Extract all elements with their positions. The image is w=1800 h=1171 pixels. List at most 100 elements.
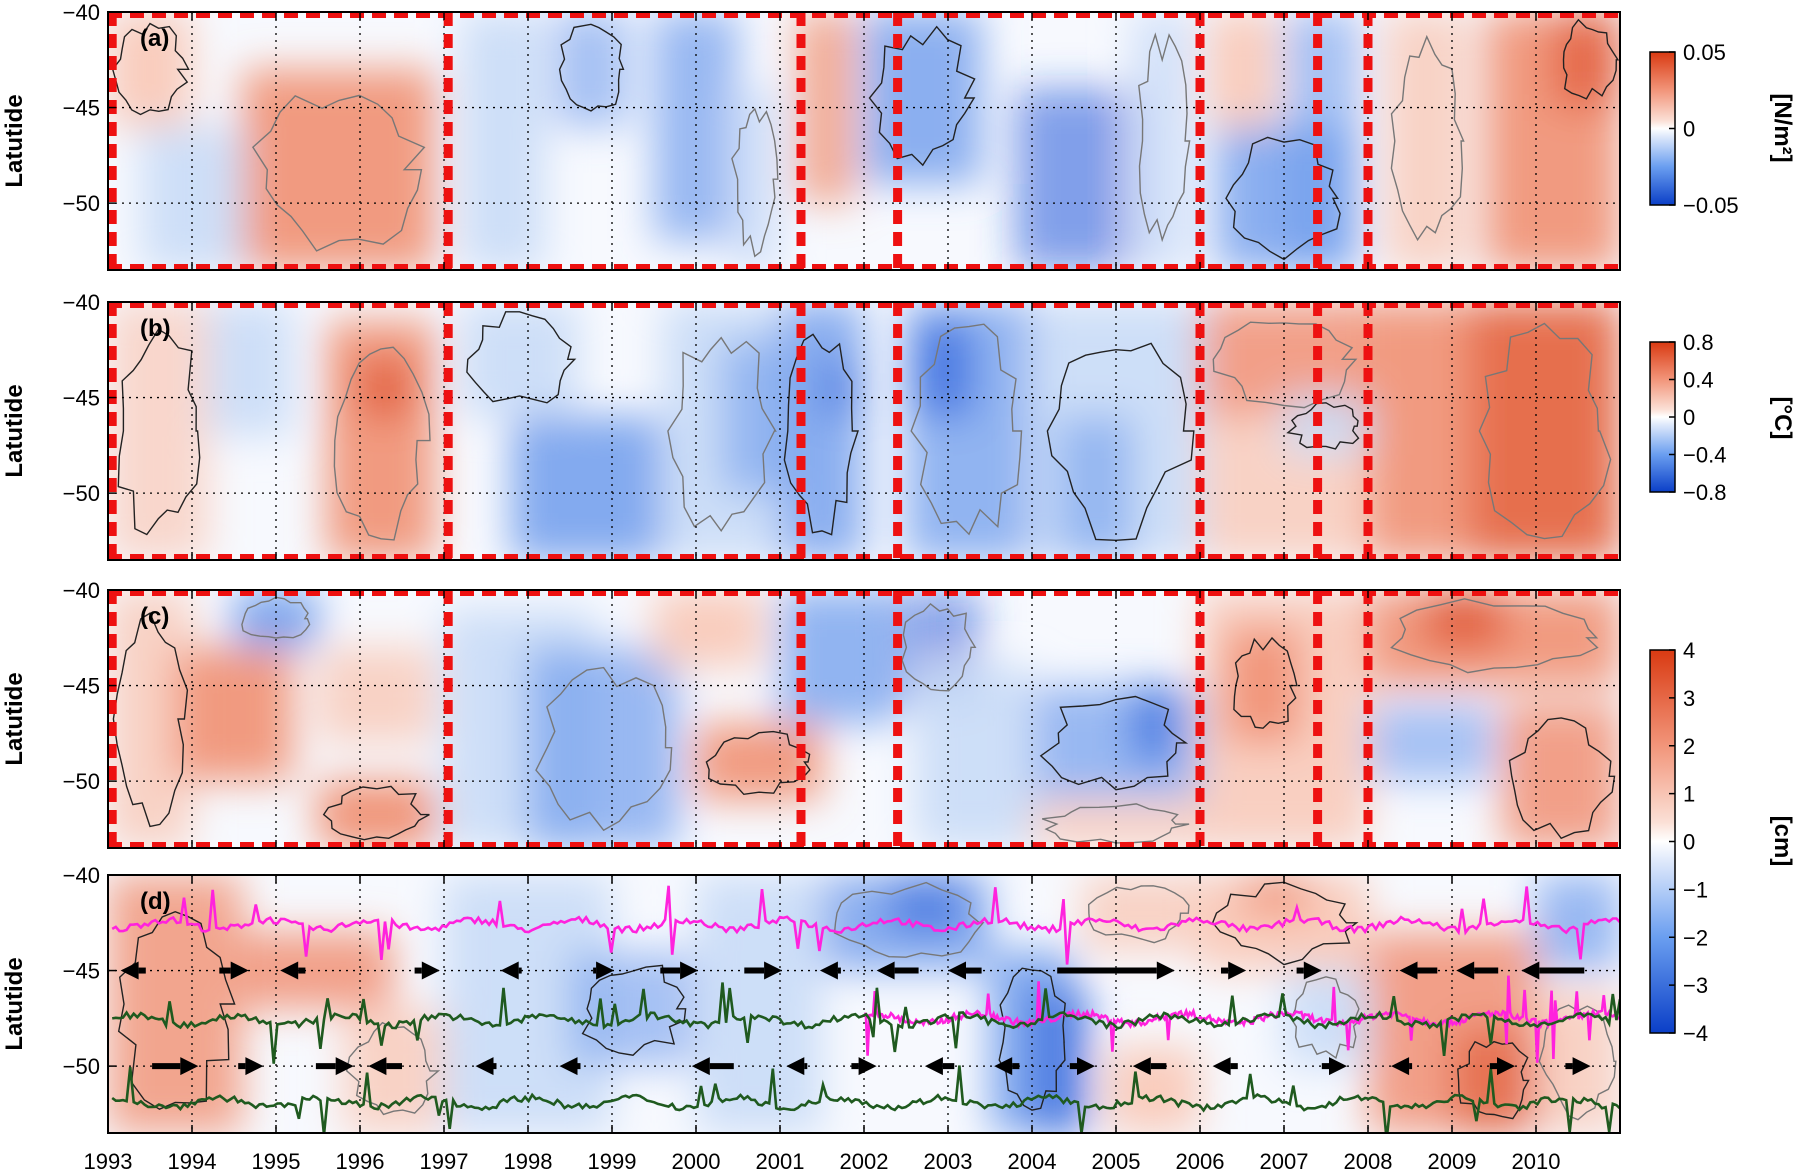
arrow-left — [1391, 1057, 1413, 1076]
y-tick-label: −40 — [63, 863, 100, 888]
contour — [466, 311, 577, 404]
colorbar-tick-label: −3 — [1683, 973, 1708, 998]
arrow-left — [559, 1057, 581, 1076]
anomaly-patch — [780, 302, 864, 560]
y-tick-label: −50 — [63, 481, 100, 506]
colorbar-units: [cm] — [1769, 816, 1796, 867]
contour-lines — [117, 311, 1612, 542]
arrow-left — [368, 1057, 402, 1076]
colorbar-tick-label: 0.05 — [1683, 40, 1726, 65]
contour — [868, 25, 976, 167]
x-tick-label: 2007 — [1260, 1149, 1309, 1171]
panel-d: −40 −45 −50 Latutide (d) — [1, 863, 1621, 1134]
contour-lines — [117, 881, 1617, 1121]
y-tick-label: −40 — [63, 0, 100, 25]
arrow-left — [876, 961, 919, 980]
contour — [1041, 803, 1190, 844]
colorbar-units: [°C] — [1769, 397, 1796, 440]
arrow-left — [786, 1057, 808, 1076]
contour — [1225, 136, 1341, 261]
y-axis-label: Latutide — [1, 957, 28, 1050]
arrow-left — [1399, 961, 1438, 980]
contour — [783, 333, 859, 536]
panel-b: −40 −45 −50 Latutide (b) — [1, 290, 1621, 561]
x-tick-label: 1998 — [504, 1149, 553, 1171]
anomaly-field — [108, 302, 1620, 560]
colorbar-tick-label: 0 — [1683, 405, 1695, 430]
colorbar-tick-label: 4 — [1683, 638, 1695, 663]
anomaly-patch — [1502, 704, 1620, 848]
anomaly-patch — [318, 781, 436, 848]
arrow-right — [660, 961, 699, 980]
y-tick-label: −40 — [63, 290, 100, 315]
front-line — [111, 885, 1620, 965]
panel-label: (b) — [140, 315, 171, 342]
contour — [1039, 695, 1189, 791]
anomaly-patch — [1284, 12, 1360, 270]
colorbar-tick-label: −0.05 — [1683, 193, 1739, 218]
contour — [241, 596, 311, 639]
arrow-right — [851, 1057, 877, 1076]
anomaly-patch — [914, 321, 974, 417]
arrow-left — [1521, 961, 1585, 980]
anomaly-patch — [318, 647, 436, 743]
grid — [108, 12, 1620, 270]
anomaly-patch — [654, 590, 764, 667]
contour — [1390, 34, 1465, 242]
panel-a: −40 −45 −50 Latutide (a) — [1, 0, 1621, 271]
arrow-right — [593, 961, 615, 980]
arrow-left — [475, 1057, 497, 1076]
x-tick-label: 2008 — [1344, 1149, 1393, 1171]
anomaly-patch — [1132, 685, 1175, 762]
contour-lines — [111, 18, 1620, 261]
arrow-right — [315, 1057, 354, 1076]
contour — [117, 328, 201, 536]
anomaly-patch — [1107, 1047, 1200, 1133]
anomaly-patch — [654, 12, 738, 242]
x-tick-label: 1995 — [252, 1149, 301, 1171]
panel-label: (d) — [140, 888, 171, 915]
contour — [333, 346, 431, 541]
x-tick-label: 2001 — [756, 1149, 805, 1171]
colorbar-tick-label: 1 — [1683, 782, 1695, 807]
x-tick-label: 1994 — [168, 1149, 217, 1171]
arrow-left — [1456, 961, 1499, 980]
x-tick-label: 2005 — [1092, 1149, 1141, 1171]
contour — [705, 730, 811, 796]
arrow-left — [924, 1057, 955, 1076]
contour — [1457, 1040, 1530, 1120]
anomaly-patch — [141, 126, 243, 270]
colorbar-tick-label: 0 — [1683, 117, 1695, 142]
x-tick-label: 2009 — [1428, 1149, 1477, 1171]
x-tick-label: 2006 — [1176, 1149, 1225, 1171]
arrow-left — [120, 961, 146, 980]
y-axis-label: Latutide — [1, 672, 28, 765]
anomaly-patch — [1452, 1027, 1536, 1133]
colorbar-b: 0.8 0.4 0 −0.4 −0.8 [°C] — [1649, 330, 1796, 505]
contour — [833, 881, 985, 958]
x-tick-label: 1996 — [336, 1149, 385, 1171]
arrow-right — [1489, 1057, 1515, 1076]
anomaly-patch — [360, 359, 411, 417]
arrow-left — [500, 961, 522, 980]
arrow-right — [1296, 961, 1322, 980]
arrow-right — [1057, 961, 1175, 980]
x-tick-label: 1993 — [84, 1149, 133, 1171]
x-tick-label: 2004 — [1008, 1149, 1057, 1171]
anomaly-patch — [528, 647, 680, 848]
anomaly-patch — [796, 12, 856, 204]
panel-label: (c) — [140, 603, 169, 630]
panel-c: −40 −45 −50 Latutide (c) — [1, 578, 1621, 849]
y-tick-label: −50 — [63, 1054, 100, 1079]
anomaly-patch — [175, 647, 293, 782]
contour — [667, 336, 777, 533]
anomaly-patch — [460, 302, 579, 417]
y-tick-label: −45 — [63, 674, 100, 699]
transport-arrows — [120, 961, 1591, 1076]
contour — [535, 666, 673, 832]
colorbar-tick-label: 2 — [1683, 734, 1695, 759]
x-tick-label: 2000 — [672, 1149, 721, 1171]
y-tick-label: −45 — [63, 96, 100, 121]
contour — [1211, 881, 1359, 966]
